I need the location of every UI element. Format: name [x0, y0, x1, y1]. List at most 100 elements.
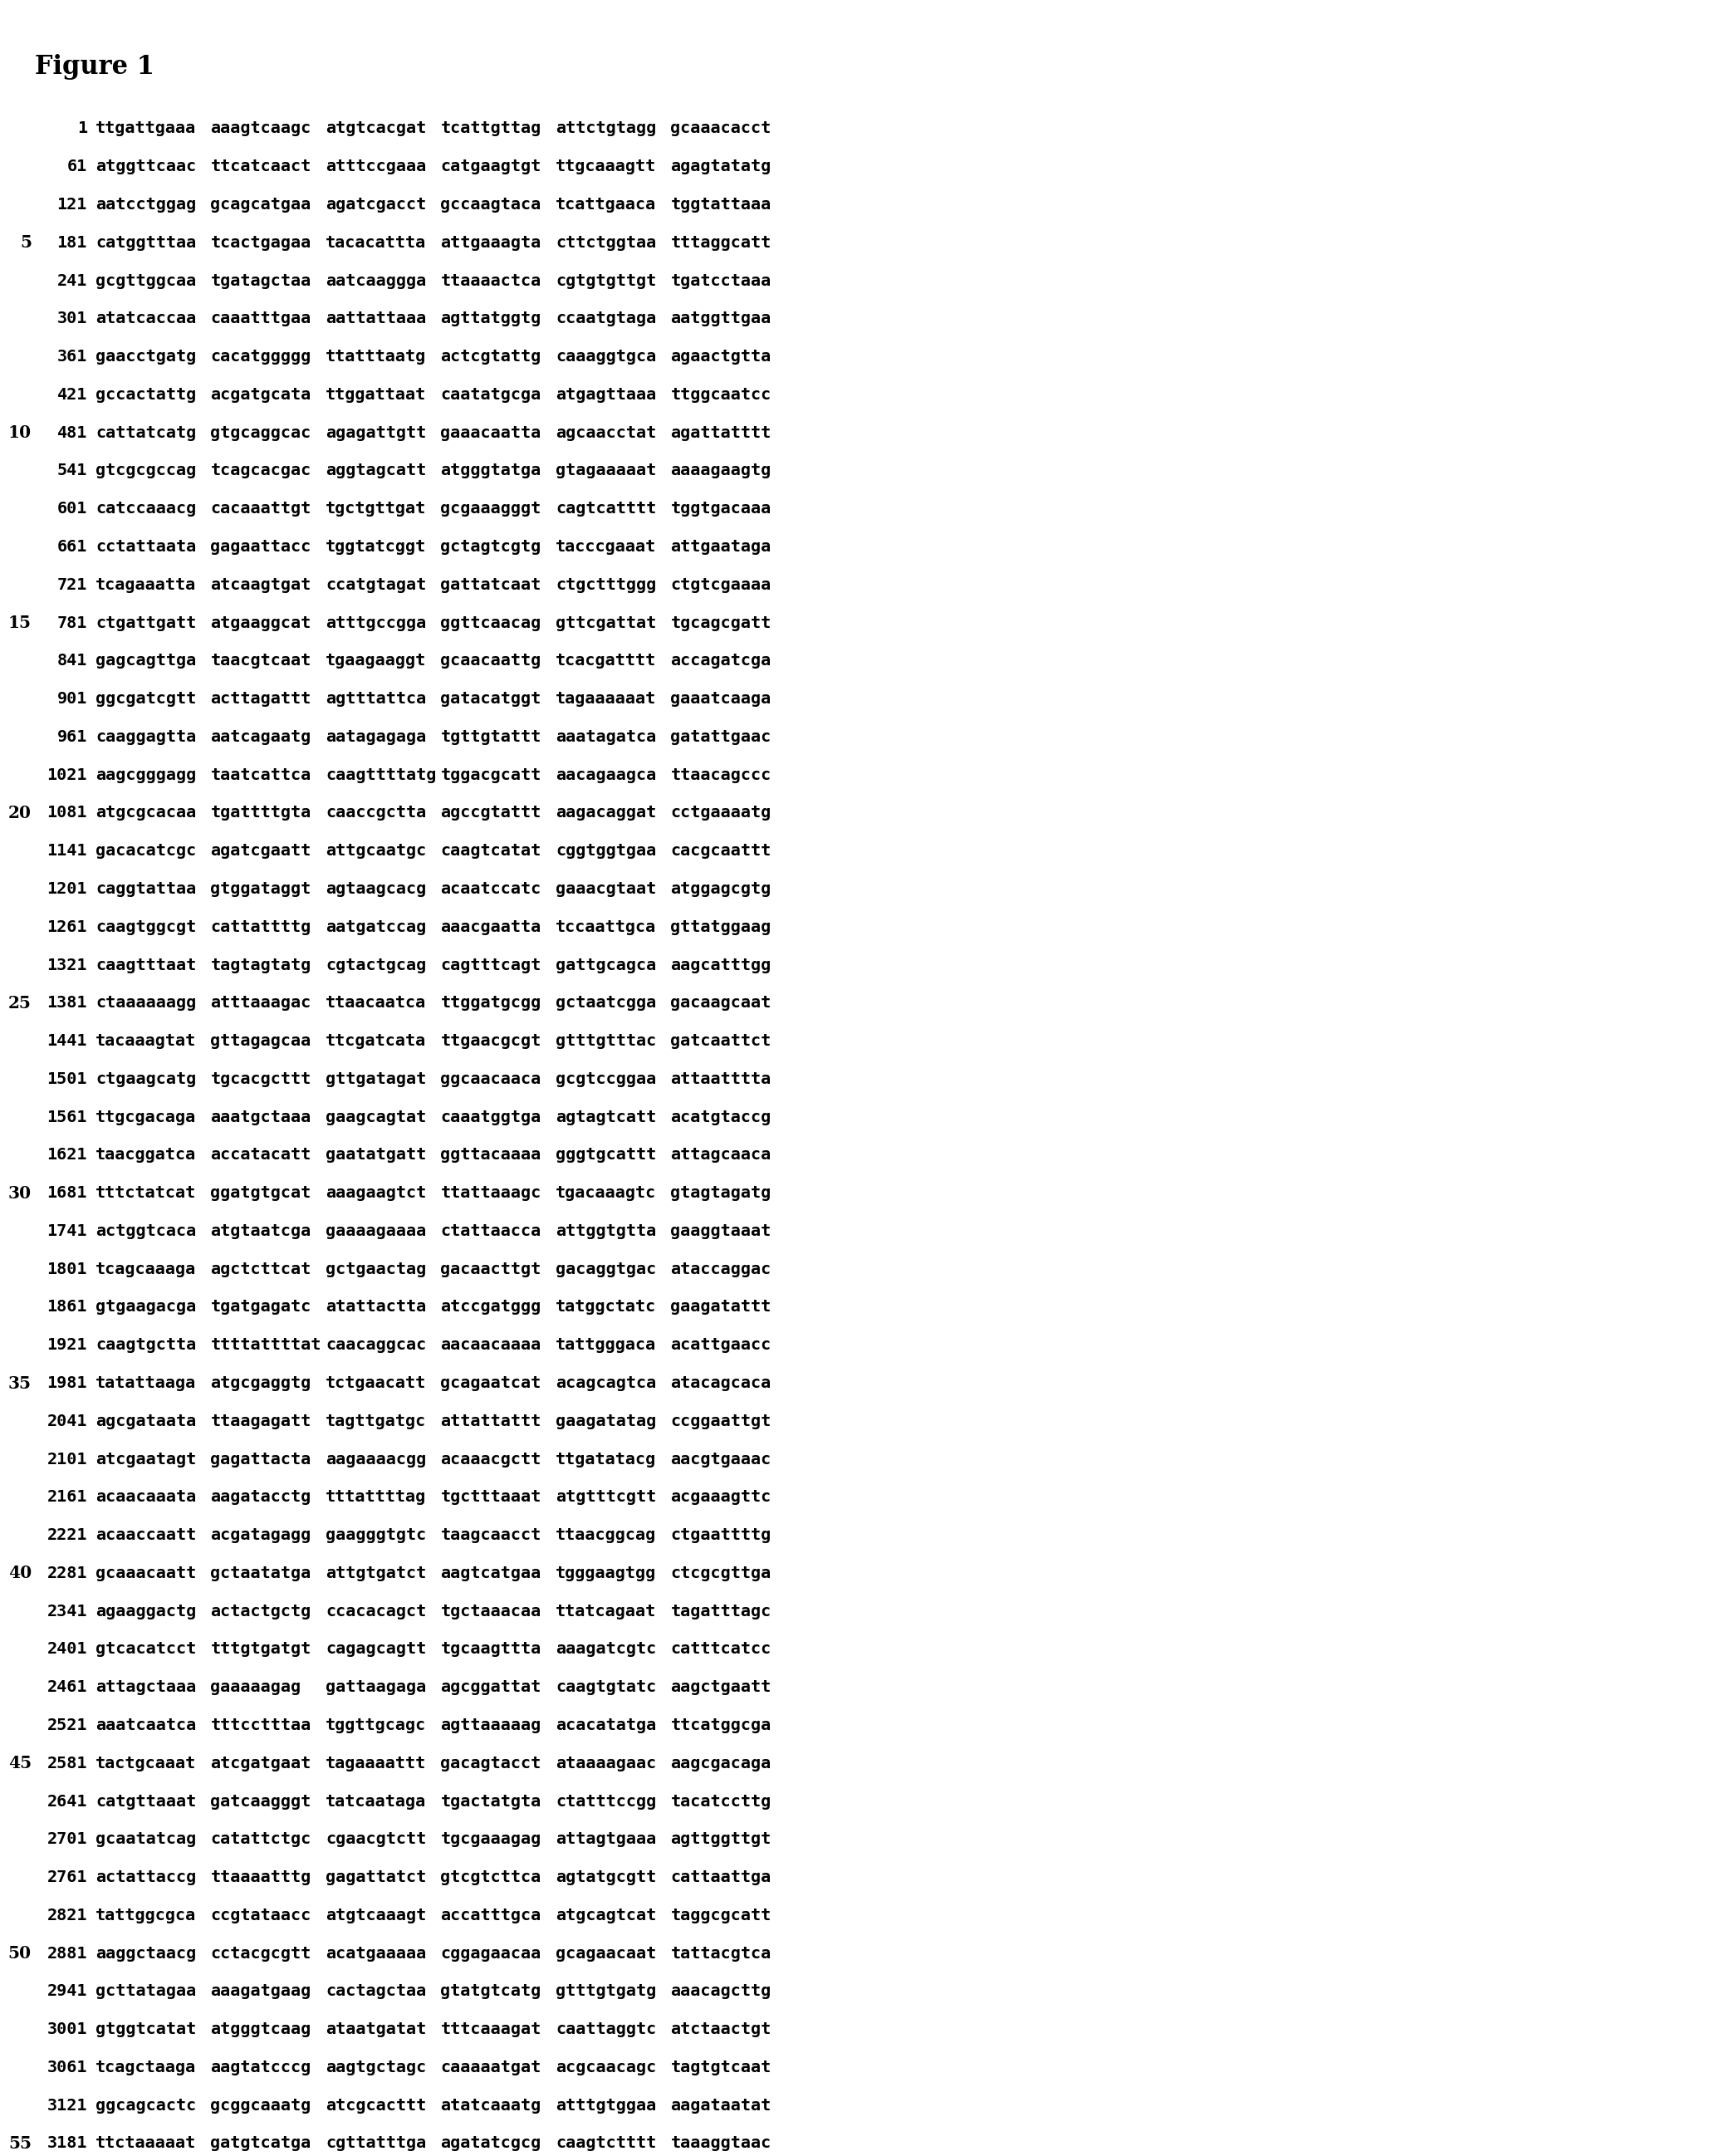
Text: catccaaacg: catccaaacg — [95, 500, 197, 517]
Text: gacaggtgac: gacaggtgac — [555, 1261, 657, 1276]
Text: agccgtattt: agccgtattt — [441, 804, 541, 821]
Text: agaactgtta: agaactgtta — [671, 349, 771, 364]
Text: cagtcatttt: cagtcatttt — [555, 500, 657, 517]
Text: 1501: 1501 — [47, 1072, 88, 1087]
Text: ccaatgtaga: ccaatgtaga — [555, 310, 657, 328]
Text: tttctatcat: tttctatcat — [95, 1186, 197, 1201]
Text: atttaaagac: atttaaagac — [210, 996, 312, 1011]
Text: gaacctgatg: gaacctgatg — [95, 349, 197, 364]
Text: gacaacttgt: gacaacttgt — [441, 1261, 541, 1276]
Text: caaaaatgat: caaaaatgat — [441, 2059, 541, 2076]
Text: 3001: 3001 — [47, 2022, 88, 2037]
Text: agtatgcgtt: agtatgcgtt — [555, 1869, 657, 1884]
Text: gcaaacaatt: gcaaacaatt — [95, 1565, 197, 1580]
Text: acatgtaccg: acatgtaccg — [671, 1108, 771, 1125]
Text: cattaattga: cattaattga — [671, 1869, 771, 1884]
Text: actattaccg: actattaccg — [95, 1869, 197, 1884]
Text: atatcaaatg: atatcaaatg — [441, 2098, 541, 2113]
Text: ggttacaaaa: ggttacaaaa — [441, 1147, 541, 1162]
Text: aagtatcccg: aagtatcccg — [210, 2059, 312, 2076]
Text: ctgtcgaaaa: ctgtcgaaaa — [671, 578, 771, 593]
Text: gttagagcaa: gttagagcaa — [210, 1033, 312, 1050]
Text: cacatggggg: cacatggggg — [210, 349, 312, 364]
Text: aaggctaacg: aaggctaacg — [95, 1945, 197, 1962]
Text: cgtactgcag: cgtactgcag — [326, 957, 426, 972]
Text: tacaaagtat: tacaaagtat — [95, 1033, 197, 1050]
Text: aagacaggat: aagacaggat — [555, 804, 657, 821]
Text: tgatgagatc: tgatgagatc — [210, 1300, 312, 1315]
Text: ttctaaaaat: ttctaaaaat — [95, 2137, 197, 2152]
Text: ttatcagaat: ttatcagaat — [555, 1604, 657, 1619]
Text: 2761: 2761 — [47, 1869, 88, 1884]
Text: gaaatcaaga: gaaatcaaga — [671, 692, 771, 707]
Text: tccaattgca: tccaattgca — [555, 918, 657, 936]
Text: caagtcatat: caagtcatat — [441, 843, 541, 858]
Text: agcgataata: agcgataata — [95, 1414, 197, 1429]
Text: aggtagcatt: aggtagcatt — [326, 464, 426, 479]
Text: gcgaaagggt: gcgaaagggt — [441, 500, 541, 517]
Text: ttatttaatg: ttatttaatg — [326, 349, 426, 364]
Text: gcttatagaa: gcttatagaa — [95, 1984, 197, 1999]
Text: gcagaatcat: gcagaatcat — [441, 1376, 541, 1391]
Text: 721: 721 — [57, 578, 88, 593]
Text: tattggcgca: tattggcgca — [95, 1908, 197, 1923]
Text: caacaggcac: caacaggcac — [326, 1337, 426, 1354]
Text: agatcgacct: agatcgacct — [326, 196, 426, 213]
Text: aacgtgaaac: aacgtgaaac — [671, 1451, 771, 1466]
Text: gtggataggt: gtggataggt — [210, 882, 312, 897]
Text: ggcgatcgtt: ggcgatcgtt — [95, 692, 197, 707]
Text: gatcaattct: gatcaattct — [671, 1033, 771, 1050]
Text: gatattgaac: gatattgaac — [671, 729, 771, 744]
Text: gacaagcaat: gacaagcaat — [671, 996, 771, 1011]
Text: atgggtatga: atgggtatga — [441, 464, 541, 479]
Text: 30: 30 — [9, 1186, 31, 1201]
Text: gttgatagat: gttgatagat — [326, 1072, 426, 1087]
Text: tgatcctaaa: tgatcctaaa — [671, 274, 771, 289]
Text: tgatagctaa: tgatagctaa — [210, 274, 312, 289]
Text: ttaaaactca: ttaaaactca — [441, 274, 541, 289]
Text: 55: 55 — [9, 2134, 31, 2152]
Text: cacgcaattt: cacgcaattt — [671, 843, 771, 858]
Text: acgatgcata: acgatgcata — [210, 386, 312, 403]
Text: 3181: 3181 — [47, 2137, 88, 2152]
Text: taacggatca: taacggatca — [95, 1147, 197, 1162]
Text: 121: 121 — [57, 196, 88, 213]
Text: caagtttaat: caagtttaat — [95, 957, 197, 972]
Text: 20: 20 — [9, 804, 31, 821]
Text: 2521: 2521 — [47, 1718, 88, 1733]
Text: aagctgaatt: aagctgaatt — [671, 1680, 771, 1695]
Text: gagattatct: gagattatct — [326, 1869, 426, 1884]
Text: acattgaacc: acattgaacc — [671, 1337, 771, 1354]
Text: 841: 841 — [57, 653, 88, 668]
Text: attagctaaa: attagctaaa — [95, 1680, 197, 1695]
Text: gtagtagatg: gtagtagatg — [671, 1186, 771, 1201]
Text: caagtgctta: caagtgctta — [95, 1337, 197, 1354]
Text: gatgtcatga: gatgtcatga — [210, 2137, 312, 2152]
Text: aattattaaa: aattattaaa — [326, 310, 426, 328]
Text: 1801: 1801 — [47, 1261, 88, 1276]
Text: 2041: 2041 — [47, 1414, 88, 1429]
Text: 3121: 3121 — [47, 2098, 88, 2113]
Text: aaaagaagtg: aaaagaagtg — [671, 464, 771, 479]
Text: gttatggaag: gttatggaag — [671, 918, 771, 936]
Text: tggtgacaaa: tggtgacaaa — [671, 500, 771, 517]
Text: gaagggtgtc: gaagggtgtc — [326, 1526, 426, 1544]
Text: 1621: 1621 — [47, 1147, 88, 1162]
Text: tgctaaacaa: tgctaaacaa — [441, 1604, 541, 1619]
Text: aagataatat: aagataatat — [671, 2098, 771, 2113]
Text: taacgtcaat: taacgtcaat — [210, 653, 312, 668]
Text: tttcctttaa: tttcctttaa — [210, 1718, 312, 1733]
Text: 781: 781 — [57, 614, 88, 632]
Text: 1441: 1441 — [47, 1033, 88, 1050]
Text: taaaggtaac: taaaggtaac — [671, 2137, 771, 2152]
Text: gaagatattt: gaagatattt — [671, 1300, 771, 1315]
Text: 181: 181 — [57, 235, 88, 250]
Text: gtcgcgccag: gtcgcgccag — [95, 464, 197, 479]
Text: 961: 961 — [57, 729, 88, 744]
Text: aatcagaatg: aatcagaatg — [210, 729, 312, 744]
Text: aaatgctaaa: aaatgctaaa — [210, 1108, 312, 1125]
Text: attctgtagg: attctgtagg — [555, 121, 657, 136]
Text: attagtgaaa: attagtgaaa — [555, 1833, 657, 1848]
Text: ccggaattgt: ccggaattgt — [671, 1414, 771, 1429]
Text: tttcaaagat: tttcaaagat — [441, 2022, 541, 2037]
